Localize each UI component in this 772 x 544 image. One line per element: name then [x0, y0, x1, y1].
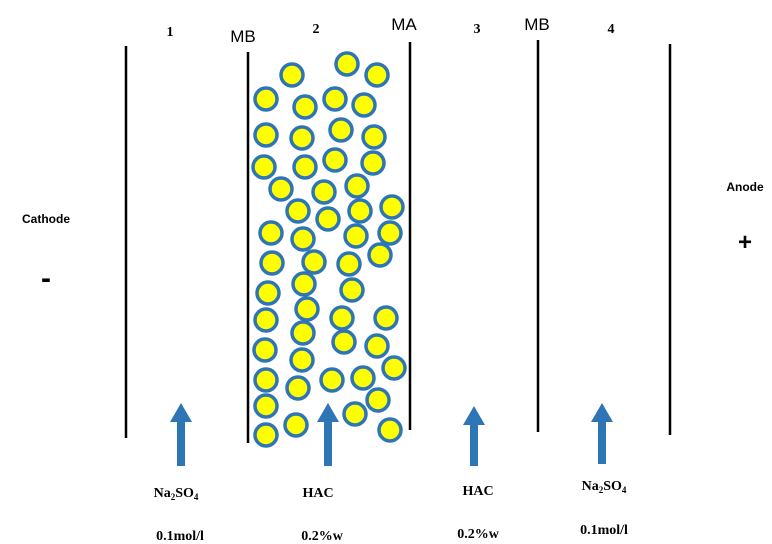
resin-bead-icon [253, 86, 279, 112]
resin-bead-icon [364, 62, 390, 88]
resin-bead-icon [379, 194, 405, 220]
resin-bead-icon [347, 198, 373, 224]
resin-bead-icon [301, 249, 327, 275]
resin-bead-icon [315, 206, 341, 232]
resin-bead-icon [294, 296, 320, 322]
resin-bead-icon [253, 122, 279, 148]
resin-bead-icon [268, 176, 294, 202]
resin-bead-icon [339, 277, 365, 303]
up-arrow-icon [591, 403, 613, 464]
compartment-number: 1 [167, 25, 174, 40]
solution-concentration: 0.2%w [301, 529, 344, 544]
resin-bead-icon [252, 337, 278, 363]
solution-concentration: 0.1mol/l [156, 529, 204, 544]
resin-bead-icon [285, 198, 311, 224]
resin-bead-icon [322, 147, 348, 173]
compartment-number: 4 [608, 22, 615, 37]
resin-bead-icon [285, 375, 311, 401]
compartment-number: 2 [313, 22, 320, 37]
resin-bead-icon [329, 305, 355, 331]
resin-bead-icon [289, 347, 315, 373]
resin-bead-icon [364, 333, 390, 359]
anode-label: Anode [726, 180, 764, 194]
resin-bead-icon [343, 223, 369, 249]
resin-bead-icon [334, 51, 360, 77]
anode-sign: + [738, 229, 752, 256]
resin-bead-icon [373, 305, 399, 331]
resin-bead-icon [319, 367, 345, 393]
solution-name-hac: HAC [302, 486, 333, 501]
resin-bead-icon [377, 417, 403, 443]
cathode-sign: - [41, 262, 51, 295]
solution-concentration: 0.2%w [457, 527, 500, 542]
resin-bead-icon [291, 271, 317, 297]
resin-bead-icon [253, 367, 279, 393]
resin-bead-icon [292, 154, 318, 180]
resin-bead-icon [290, 320, 316, 346]
resin-bead-icon [289, 125, 315, 151]
resin-bead-icon [344, 173, 370, 199]
resin-bead-icon [350, 365, 376, 391]
resin-bead-icon [328, 117, 354, 143]
cathode-label: Cathode [22, 212, 70, 226]
membrane-label-ma: MA [391, 15, 417, 34]
up-arrow-icon [170, 403, 192, 466]
resin-bead-icon [292, 94, 318, 120]
membrane-label-mb-left: MB [230, 27, 256, 46]
resin-bead-icon [258, 220, 284, 246]
resin-bead-icon [367, 242, 393, 268]
resin-bead-icon [283, 412, 309, 438]
resin-bead-icon [253, 307, 279, 333]
resin-bead-icon [253, 393, 279, 419]
solution-name-na2so4: Na2SO4 [154, 486, 199, 502]
resin-bead-icon [351, 92, 377, 118]
resin-bead-icon [331, 329, 357, 355]
membrane-label-mb-right: MB [524, 15, 550, 34]
resin-bead-icon [253, 422, 279, 448]
resin-bead-group [251, 51, 407, 448]
resin-bead-icon [251, 154, 277, 180]
resin-bead-icon [259, 250, 285, 276]
resin-bead-icon [322, 86, 348, 112]
resin-bead-icon [365, 387, 391, 413]
solution-name-na2so4: Na2SO4 [582, 479, 627, 495]
solution-name-hac: HAC [462, 484, 493, 499]
resin-bead-icon [290, 226, 316, 252]
resin-bead-icon [361, 124, 387, 150]
resin-bead-icon [336, 251, 362, 277]
resin-bead-icon [377, 220, 403, 246]
up-arrow-icon [463, 406, 485, 466]
solution-concentration: 0.1mol/l [580, 523, 628, 538]
resin-bead-icon [381, 355, 407, 381]
resin-bead-icon [342, 401, 368, 427]
up-arrow-icon [317, 403, 339, 466]
resin-bead-icon [311, 179, 337, 205]
compartment-number: 3 [474, 22, 481, 37]
resin-bead-icon [279, 62, 305, 88]
resin-bead-icon [255, 280, 281, 306]
resin-bead-icon [360, 150, 386, 176]
